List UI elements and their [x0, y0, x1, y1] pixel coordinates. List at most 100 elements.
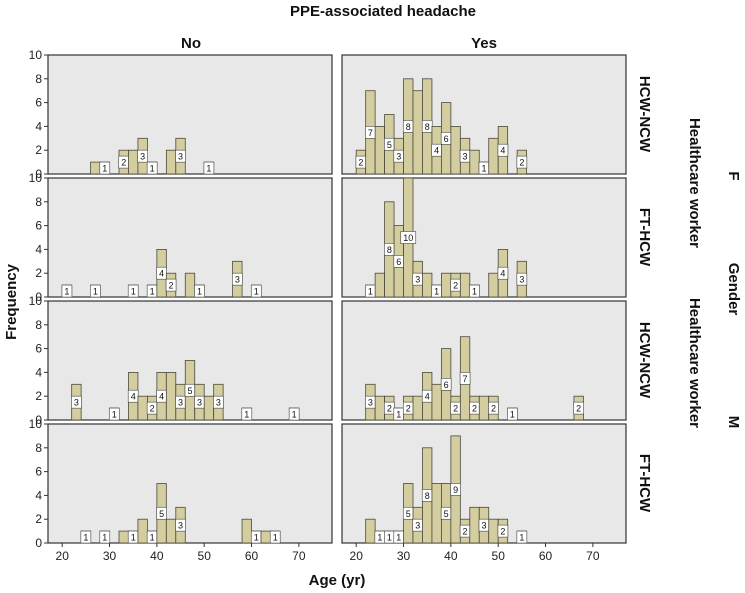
bar-count-label: 4 [434, 146, 439, 156]
histogram-bar [165, 149, 177, 175]
bar-count-label-box [497, 524, 509, 538]
histogram-bar [440, 272, 452, 298]
y-tick-label: 8 [35, 72, 42, 86]
bar-count-label-box [71, 395, 82, 409]
y-tick-label: 6 [35, 342, 42, 356]
bar-count-label: 2 [453, 281, 458, 291]
bar-count-label-box [90, 284, 101, 298]
bar-count-label: 8 [406, 122, 411, 132]
bar-count-label: 3 [178, 398, 183, 408]
histogram-bar [165, 518, 177, 544]
y-tick-label: 0 [35, 413, 42, 427]
histogram-bar [165, 371, 177, 421]
bar-count-label: 2 [453, 404, 458, 414]
bar-count-label-box [203, 161, 215, 175]
y-tick-label: 8 [35, 195, 42, 209]
gender-label: Gender [725, 263, 742, 316]
bar-count-label-box [165, 278, 177, 292]
x-tick-label: 70 [586, 549, 600, 563]
bar-count-label: 6 [444, 134, 449, 144]
bar-count-label-box [213, 395, 224, 409]
x-tick-label: 70 [292, 549, 306, 563]
x-tick-label: 20 [56, 549, 70, 563]
y-axis-label: Frequency [3, 263, 20, 340]
gender-m-label: M [725, 416, 742, 429]
healthcare-worker-label-bottom: Healthcare worker [686, 298, 703, 428]
bar-count-label: 8 [425, 491, 430, 501]
bar-count-label-box [146, 161, 158, 175]
histogram-bar [488, 518, 499, 544]
bar-count-label: 3 [463, 152, 468, 162]
bar-count-label: 5 [406, 509, 411, 519]
bar-count-label-box [516, 155, 528, 169]
x-axis-label: Age (yr) [309, 572, 366, 589]
bar-count-label: 1 [150, 533, 155, 543]
bar-count-label-box [288, 407, 300, 421]
histogram-bar [459, 272, 471, 298]
y-tick-label: 6 [35, 219, 42, 233]
y-tick-label: 0 [35, 290, 42, 304]
bar-count-label: 1 [206, 164, 211, 174]
histogram-bar [137, 395, 148, 421]
x-tick-label: 30 [397, 549, 411, 563]
bar-count-label-box [459, 372, 471, 385]
bar-count-label: 3 [74, 398, 79, 408]
column-header-yes: Yes [471, 35, 497, 52]
bar-count-label-box [99, 530, 111, 544]
bar-count-label: 1 [396, 533, 401, 543]
bar-count-label: 2 [472, 404, 477, 414]
bar-count-label: 2 [358, 158, 363, 168]
bar-count-label: 2 [576, 404, 581, 414]
healthcare-worker-label-top: Healthcare worker [686, 118, 703, 248]
bar-count-label: 2 [463, 527, 468, 537]
bar-count-label-box [440, 377, 452, 391]
y-tick-label: 0 [35, 536, 42, 550]
bar-count-label-box [175, 149, 186, 163]
bar-count-label-box [61, 284, 73, 298]
y-tick-label: 8 [35, 441, 42, 455]
row-label-3: FT-HCW [636, 454, 653, 513]
panel-bg-r3-c0 [47, 423, 333, 544]
y-tick-label: 2 [35, 143, 42, 157]
bar-count-label-box [516, 530, 528, 544]
histogram-bar [422, 272, 433, 298]
y-tick-label: 4 [35, 119, 42, 133]
bar-count-label: 3 [368, 398, 373, 408]
bar-count-label: 5 [159, 509, 164, 519]
histogram-bar [469, 149, 480, 175]
bar-count-label: 3 [481, 521, 486, 531]
y-tick-label: 2 [35, 389, 42, 403]
histogram-bar [488, 272, 499, 298]
bar-count-label: 3 [415, 521, 420, 531]
bar-count-label: 5 [387, 140, 392, 150]
bar-count-label: 4 [159, 392, 164, 402]
bar-count-label-box [250, 284, 262, 298]
bar-count-label: 1 [93, 287, 98, 297]
bar-count-label-box [80, 530, 92, 544]
bar-count-label: 1 [254, 287, 259, 297]
bar-count-label: 3 [519, 275, 524, 285]
bar-count-label: 2 [519, 158, 524, 168]
bar-count-label: 1 [387, 533, 392, 543]
histogram-bar [412, 395, 423, 421]
bar-count-label: 4 [500, 269, 505, 279]
bar-count-label: 2 [500, 527, 505, 537]
panel-bg-r0-c0 [47, 54, 333, 175]
bar-count-label: 3 [235, 275, 240, 285]
histogram-bar [431, 383, 442, 421]
bar-count-label: 1 [83, 533, 88, 543]
y-tick-label: 10 [29, 171, 43, 185]
y-tick-label: 6 [35, 96, 42, 110]
histogram-bar [469, 506, 480, 544]
bar-count-label: 8 [387, 245, 392, 255]
bar-count-label-box [488, 401, 499, 415]
bar-count-label-box [573, 401, 584, 415]
histogram-bar [241, 518, 252, 544]
bar-count-label: 4 [131, 392, 136, 402]
bar-count-label: 2 [121, 158, 126, 168]
bar-count-label: 3 [140, 152, 145, 162]
bar-count-label-box [232, 272, 243, 286]
bar-count-label: 1 [64, 287, 69, 297]
bar-count-label-box [507, 407, 518, 421]
bar-count-label-box [516, 272, 528, 286]
